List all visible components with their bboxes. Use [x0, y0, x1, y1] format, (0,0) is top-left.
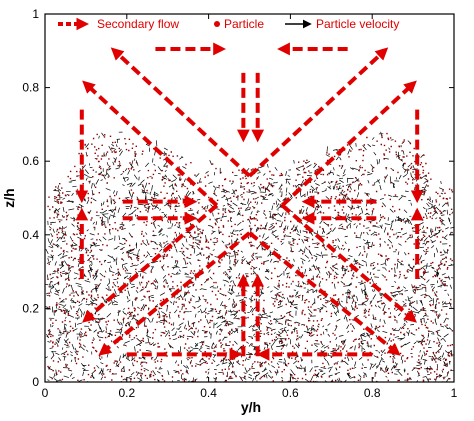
- legend-particle-swatch: [214, 21, 220, 27]
- x-tick-label: 0.2: [118, 386, 135, 400]
- secondary-flow-arrow: [248, 47, 389, 178]
- x-tick-label: 1: [451, 386, 458, 400]
- y-axis-ticks: 0 0.2 0.4 0.6 0.8 1: [22, 7, 454, 389]
- y-tick-label: 0.8: [22, 81, 39, 95]
- plot-area: [45, 14, 454, 382]
- y-tick-label: 0.4: [22, 228, 39, 242]
- y-tick-label: 1: [32, 7, 39, 21]
- x-tick-label: 0: [42, 386, 49, 400]
- secondary-flow-arrow: [248, 231, 401, 356]
- y-tick-label: 0.2: [22, 301, 39, 315]
- plot-frame: [44, 13, 455, 383]
- y-tick-label: 0.6: [22, 154, 39, 168]
- legend: Secondary flow Particle Particle velocit…: [58, 17, 399, 31]
- legend-particle-label: Particle: [224, 17, 264, 31]
- x-axis-ticks: 0 0.2 0.4 0.6 0.8 1: [42, 14, 458, 400]
- secondary-flow-arrow: [110, 47, 251, 178]
- x-tick-label: 0.6: [282, 386, 299, 400]
- x-tick-label: 0.8: [364, 386, 381, 400]
- y-tick-label: 0: [32, 375, 39, 389]
- legend-velocity-label: Particle velocity: [316, 17, 399, 31]
- y-axis-title: z/h: [1, 188, 17, 207]
- x-tick-label: 0.4: [200, 386, 217, 400]
- secondary-flow-arrow: [280, 203, 417, 323]
- particle-dots: [47, 132, 454, 382]
- legend-secondary-flow-label: Secondary flow: [97, 17, 179, 31]
- secondary-flow-arrows: [75, 42, 424, 361]
- secondary-flow-arrow: [98, 231, 251, 356]
- x-axis-title: y/h: [241, 399, 261, 415]
- secondary-flow-arrow: [82, 203, 219, 323]
